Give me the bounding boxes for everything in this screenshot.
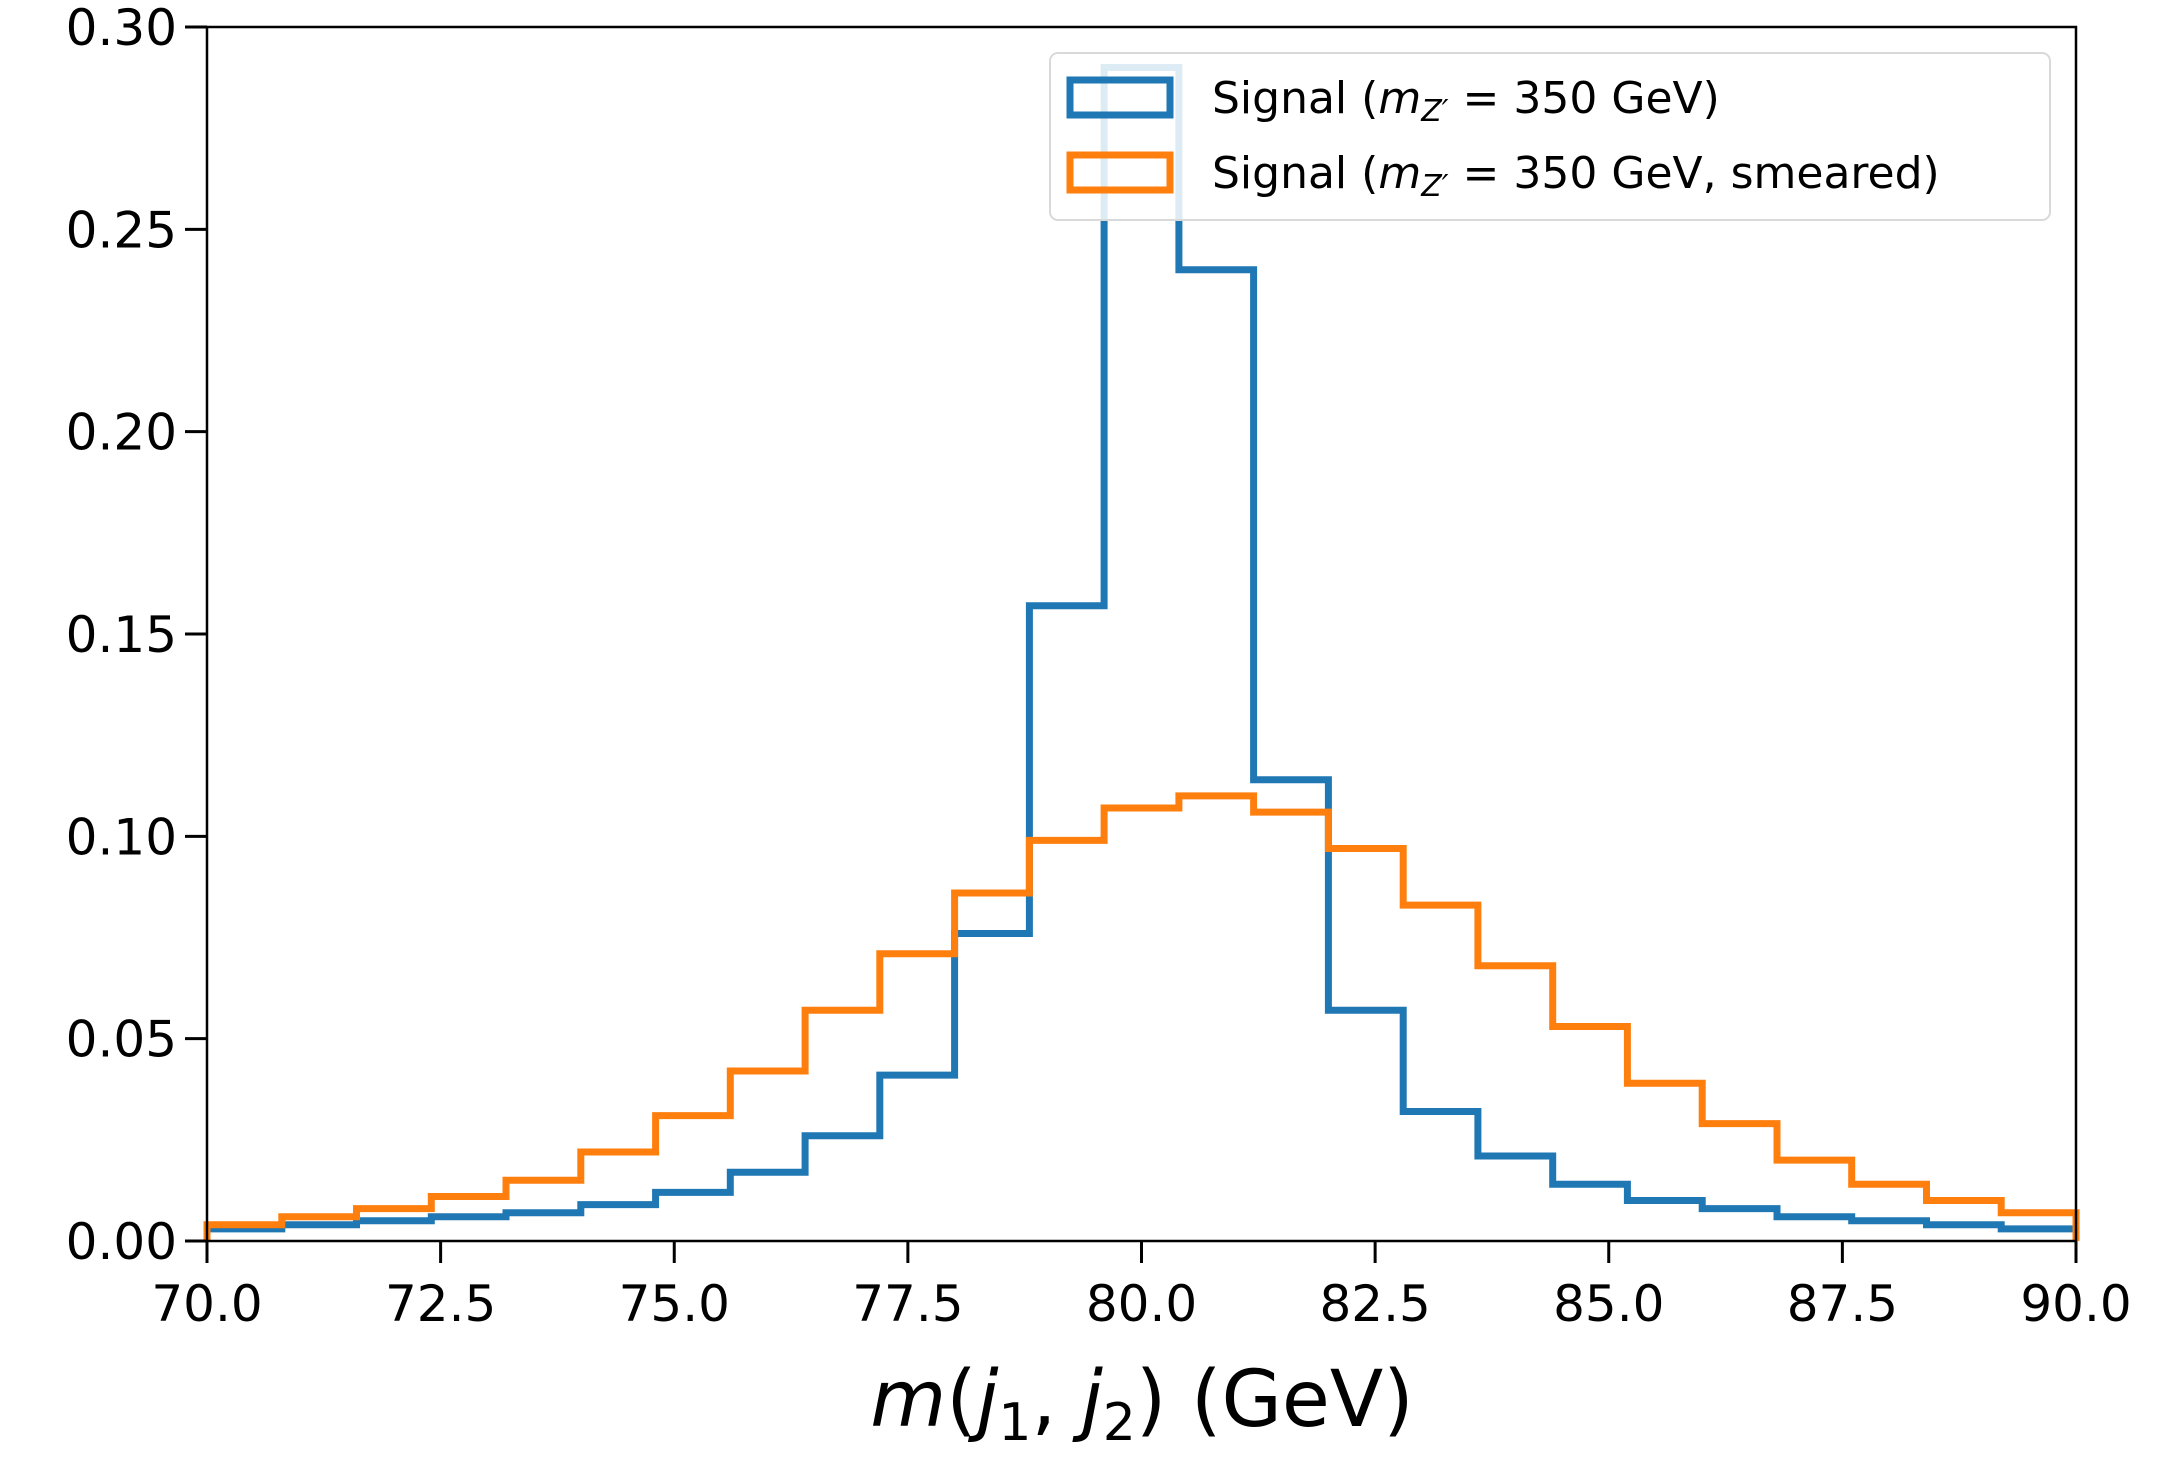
- x-tick-label: 77.5: [852, 1275, 963, 1333]
- legend-label-signal-smeared: Signal (mZ′ = 350 GeV, smeared): [1212, 148, 1940, 204]
- y-tick-label: 0.15: [66, 606, 177, 664]
- x-axis: 70.0 72.5 75.0 77.5 80.0 82.5 85.0 87.5 90.0: [151, 1241, 2132, 1333]
- x-tick-label: 82.5: [1319, 1275, 1430, 1333]
- legend-label-signal: Signal (mZ′ = 350 GeV): [1212, 73, 1720, 129]
- legend-swatch-signal-smeared: [1066, 151, 1174, 194]
- y-tick-label: 0.00: [66, 1213, 177, 1271]
- x-tick-label: 80.0: [1086, 1275, 1197, 1333]
- y-tick-label: 0.20: [66, 404, 177, 462]
- x-tick-label: 85.0: [1553, 1275, 1664, 1333]
- x-tick-label: 90.0: [2020, 1275, 2131, 1333]
- x-tick-label: 87.5: [1787, 1275, 1898, 1333]
- y-tick-label: 0.05: [66, 1011, 177, 1069]
- series-signal-smeared-line: [203, 792, 2080, 1241]
- legend-swatch-signal: [1066, 76, 1174, 119]
- y-tick-label: 0.25: [66, 201, 177, 259]
- y-axis: 0.00 0.05 0.10 0.15 0.20 0.25 0.30: [66, 0, 207, 1271]
- legend-box: [1049, 52, 2051, 221]
- x-tick-label: 72.5: [385, 1275, 496, 1333]
- x-tick-label: 70.0: [151, 1275, 262, 1333]
- legend: Signal (mZ′ = 350 GeV) Signal (mZ′ = 350…: [1049, 52, 2051, 221]
- x-tick-label: 75.0: [619, 1275, 730, 1333]
- x-axis-label: m(j1, j2) (GeV): [870, 1355, 1413, 1453]
- y-tick-label: 0.30: [66, 0, 177, 57]
- y-tick-label: 0.10: [66, 808, 177, 866]
